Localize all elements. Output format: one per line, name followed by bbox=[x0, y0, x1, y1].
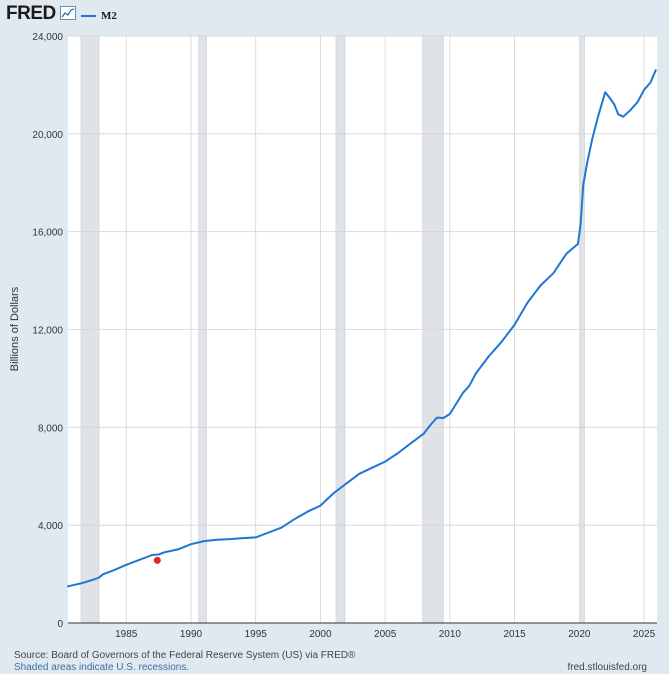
y-tick-label: 20,000 bbox=[32, 130, 63, 141]
legend-swatch-m2 bbox=[81, 15, 96, 17]
recession-note[interactable]: Shaded areas indicate U.S. recessions. bbox=[14, 662, 190, 673]
x-tick-label: 2010 bbox=[439, 629, 462, 640]
y-tick-label: 0 bbox=[57, 619, 63, 630]
source-text: Source: Board of Governors of the Federa… bbox=[14, 650, 356, 661]
x-tick-label: 1995 bbox=[245, 629, 268, 640]
chart-line-icon[interactable] bbox=[60, 6, 76, 20]
x-tick-label: 1990 bbox=[180, 629, 203, 640]
x-tick-label: 1985 bbox=[115, 629, 138, 640]
legend-label-m2[interactable]: M2 bbox=[101, 10, 117, 22]
series-line-m2[interactable] bbox=[67, 69, 657, 588]
x-tick-label: 2005 bbox=[374, 629, 397, 640]
x-tick-label: 2020 bbox=[568, 629, 591, 640]
y-axis-label: Billions of Dollars bbox=[9, 286, 21, 371]
chart-header: FRED M2 bbox=[0, 0, 669, 32]
y-tick-label: 24,000 bbox=[32, 32, 63, 43]
y-tick-label: 8,000 bbox=[38, 423, 63, 434]
y-tick-label: 16,000 bbox=[32, 228, 63, 239]
site-url[interactable]: fred.stlouisfed.org bbox=[567, 662, 648, 673]
y-tick-label: 4,000 bbox=[38, 521, 63, 532]
fred-logo[interactable]: FRED bbox=[6, 3, 56, 24]
y-tick-label: 12,000 bbox=[32, 326, 63, 337]
x-tick-label: 2025 bbox=[633, 629, 656, 640]
source-note: Source: Board of Governors of the Federa… bbox=[14, 650, 355, 674]
highlight-marker[interactable] bbox=[153, 556, 161, 564]
x-tick-label: 2015 bbox=[503, 629, 526, 640]
x-tick-label: 2000 bbox=[309, 629, 332, 640]
